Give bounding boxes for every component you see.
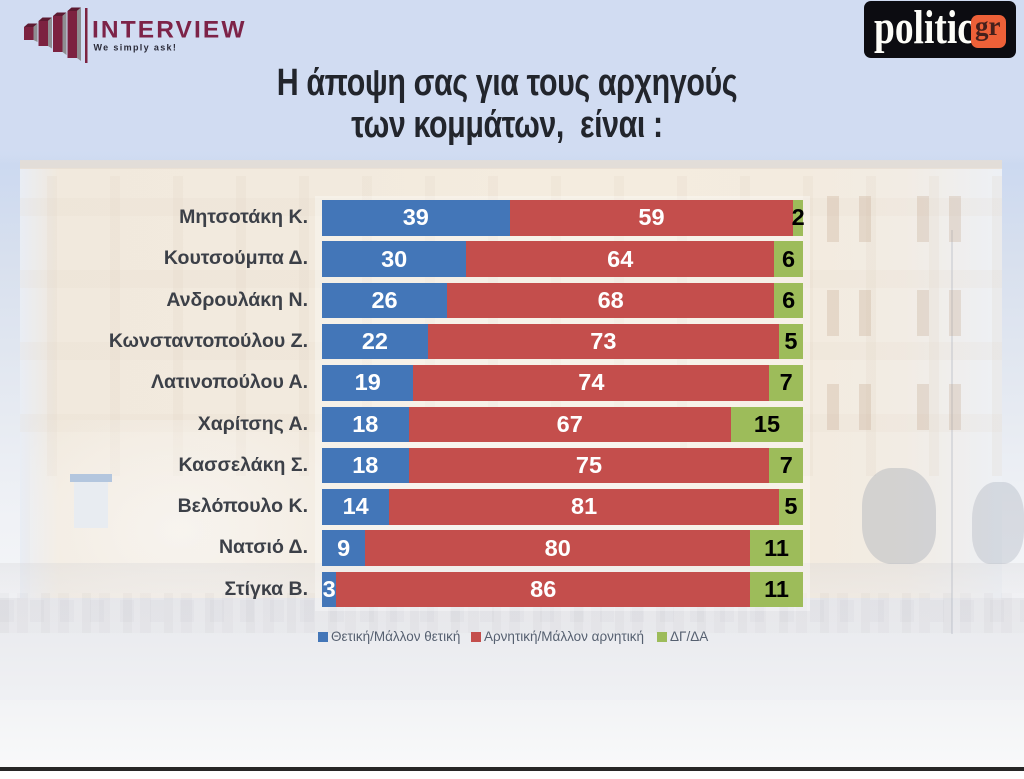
svg-text:We simply ask!: We simply ask! bbox=[94, 43, 178, 53]
svg-text:INTERVIEW: INTERVIEW bbox=[92, 17, 247, 44]
